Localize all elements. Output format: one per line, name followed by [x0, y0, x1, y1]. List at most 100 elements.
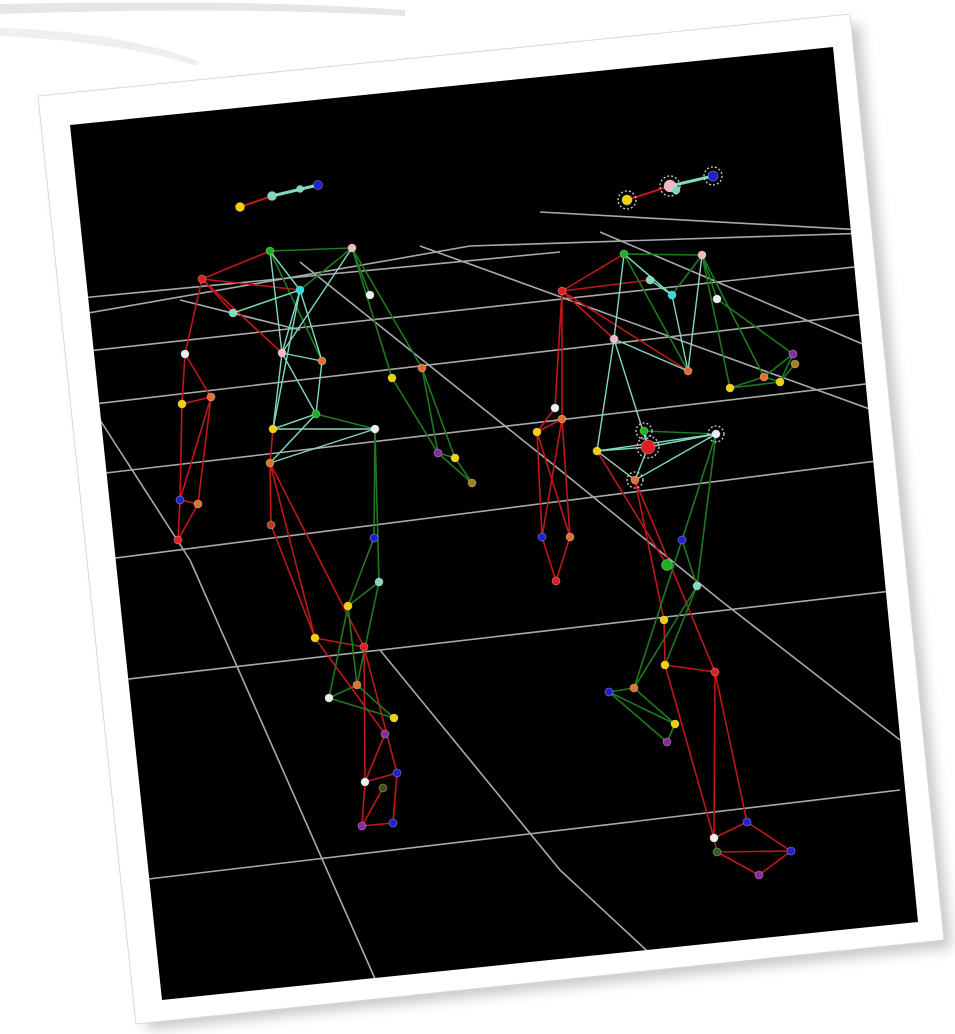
marker-point[interactable]	[374, 577, 384, 587]
selection-ring[interactable]	[659, 175, 681, 197]
marker-point[interactable]	[359, 642, 369, 652]
marker-point[interactable]	[645, 275, 655, 285]
marker-point[interactable]	[317, 356, 327, 366]
marker-point[interactable]	[557, 414, 567, 424]
marker-point[interactable]	[619, 249, 629, 259]
marker-point[interactable]	[707, 170, 719, 182]
marker-point[interactable]	[467, 478, 477, 488]
marker-point[interactable]	[206, 392, 216, 402]
marker-point[interactable]	[193, 499, 203, 509]
bone-segment	[626, 185, 671, 201]
marker-point[interactable]	[660, 660, 670, 670]
marker-point[interactable]	[788, 349, 798, 359]
marker-point[interactable]	[352, 680, 362, 690]
marker-point[interactable]	[609, 334, 619, 344]
marker-point[interactable]	[786, 846, 796, 856]
marker-point[interactable]	[629, 683, 639, 693]
marker-point[interactable]	[173, 535, 183, 545]
selection-ring[interactable]	[617, 190, 637, 210]
marker-point[interactable]	[604, 687, 614, 697]
marker-point[interactable]	[365, 290, 375, 300]
marker-point[interactable]	[557, 286, 567, 296]
marker-point[interactable]	[197, 274, 207, 284]
marker-point[interactable]	[228, 308, 238, 318]
marker-point[interactable]	[759, 372, 769, 382]
bone-segment	[269, 250, 301, 291]
marker-point[interactable]	[387, 373, 397, 383]
selection-ring[interactable]	[635, 422, 653, 440]
marker-point[interactable]	[267, 191, 277, 201]
marker-point[interactable]	[370, 424, 380, 434]
marker-point[interactable]	[532, 427, 542, 437]
bone-segment	[299, 247, 353, 291]
marker-point[interactable]	[661, 559, 673, 571]
marker-point[interactable]	[640, 439, 656, 455]
marker-point[interactable]	[266, 520, 276, 530]
bone-segment	[561, 290, 689, 372]
marker-point[interactable]	[670, 719, 680, 729]
marker-point[interactable]	[389, 713, 399, 723]
marker-point[interactable]	[621, 194, 633, 206]
marker-point[interactable]	[296, 185, 304, 193]
marker-point[interactable]	[180, 349, 190, 359]
marker-point[interactable]	[369, 533, 379, 543]
marker-point[interactable]	[313, 180, 323, 190]
marker-point[interactable]	[378, 783, 388, 793]
marker-point[interactable]	[177, 399, 187, 409]
marker-point[interactable]	[537, 532, 547, 542]
marker-point[interactable]	[265, 246, 275, 256]
marker-point[interactable]	[630, 475, 640, 485]
marker-point[interactable]	[683, 366, 693, 376]
marker-point[interactable]	[659, 615, 669, 625]
marker-point[interactable]	[388, 818, 398, 828]
selection-ring[interactable]	[636, 435, 660, 459]
marker-point[interactable]	[725, 383, 735, 393]
marker-point[interactable]	[380, 729, 390, 739]
bone-segment	[647, 433, 717, 448]
marker-point[interactable]	[712, 847, 722, 857]
marker-point[interactable]	[709, 833, 719, 843]
marker-point[interactable]	[692, 581, 702, 591]
marker-point[interactable]	[677, 535, 687, 545]
marker-point[interactable]	[790, 359, 800, 369]
marker-point[interactable]	[235, 202, 245, 212]
marker-point[interactable]	[450, 453, 460, 463]
marker-point[interactable]	[360, 777, 370, 787]
marker-point[interactable]	[175, 495, 185, 505]
marker-point[interactable]	[711, 429, 721, 439]
marker-point[interactable]	[295, 285, 305, 295]
marker-point[interactable]	[775, 377, 785, 387]
marker-point[interactable]	[592, 446, 602, 456]
marker-point[interactable]	[265, 458, 275, 468]
bone-segment	[713, 671, 716, 839]
marker-point[interactable]	[551, 576, 561, 586]
marker-point[interactable]	[392, 768, 402, 778]
marker-point[interactable]	[433, 448, 443, 458]
marker-point[interactable]	[310, 633, 320, 643]
marker-point[interactable]	[754, 870, 764, 880]
bone-segment	[437, 452, 473, 484]
selection-ring[interactable]	[707, 425, 725, 443]
marker-point[interactable]	[268, 424, 278, 434]
marker-point[interactable]	[671, 185, 681, 195]
marker-point[interactable]	[742, 817, 752, 827]
selection-ring[interactable]	[626, 471, 644, 489]
marker-point[interactable]	[639, 426, 649, 436]
marker-point[interactable]	[565, 532, 575, 542]
marker-point[interactable]	[710, 667, 720, 677]
marker-point[interactable]	[662, 737, 672, 747]
marker-point[interactable]	[311, 409, 321, 419]
marker-point[interactable]	[347, 243, 357, 253]
marker-point[interactable]	[667, 290, 677, 300]
marker-point[interactable]	[697, 250, 707, 260]
marker-point[interactable]	[324, 693, 334, 703]
marker-point[interactable]	[277, 348, 287, 358]
marker-point[interactable]	[712, 294, 722, 304]
marker-point[interactable]	[357, 821, 367, 831]
selection-ring[interactable]	[703, 166, 723, 186]
bone-segment	[269, 428, 376, 464]
marker-point[interactable]	[417, 363, 427, 373]
marker-point[interactable]	[550, 403, 560, 413]
marker-point[interactable]	[343, 601, 353, 611]
